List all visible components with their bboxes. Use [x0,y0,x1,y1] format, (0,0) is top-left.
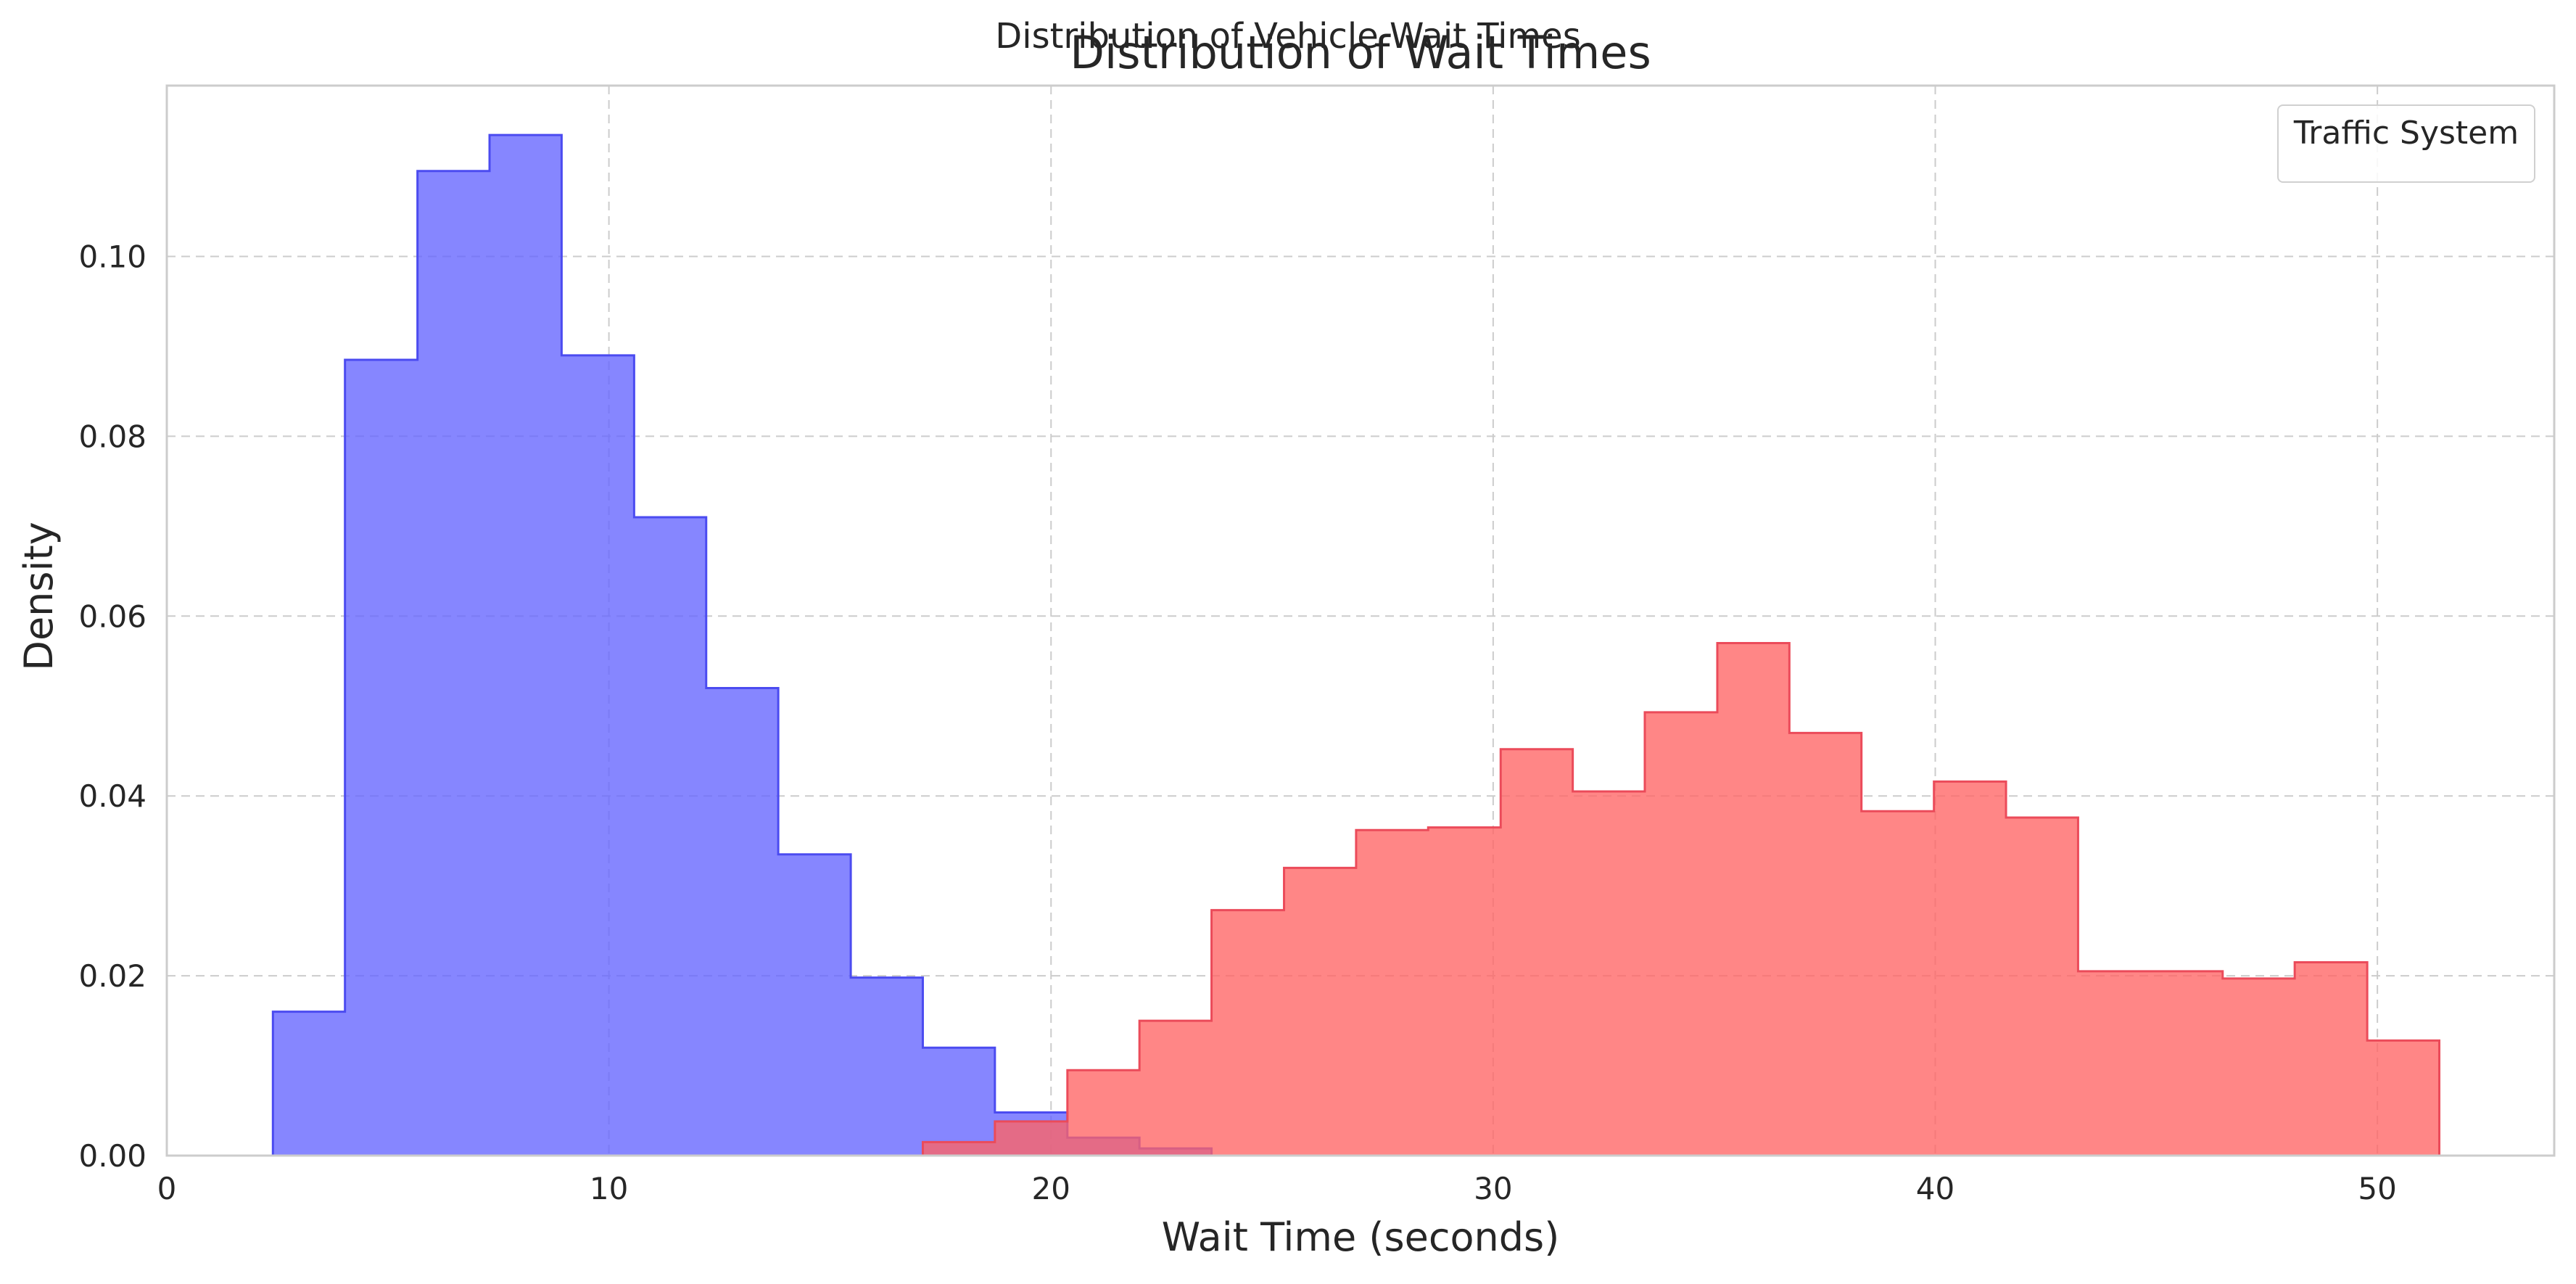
y-tick-label: 0.00 [78,1138,146,1174]
y-tick-label: 0.06 [78,598,146,634]
histogram-series-2 [921,641,2440,1157]
x-tick-label: 20 [1032,1171,1070,1206]
x-tick-label: 30 [1474,1171,1512,1206]
x-tick-label: 40 [1916,1171,1954,1206]
y-tick-label: 0.02 [78,958,146,994]
chart-title: Distribution of Wait Times [1070,26,1651,79]
plot-border [165,84,2556,1157]
figure-suptitle: Distribution of Vehicle Wait Times [995,16,1581,57]
x-tick-label: 10 [590,1171,628,1206]
legend-title: Traffic System [2293,115,2519,152]
x-tick-label: 0 [157,1171,177,1206]
plot-frame [165,84,2556,1157]
x-axis-label: Wait Time (seconds) [1162,1214,1560,1260]
y-tick-label: 0.08 [78,419,146,454]
x-tick-label: 50 [2358,1171,2396,1206]
y-tick-label: 0.04 [78,778,146,814]
tick-labels: 0 10 20 30 40 50 0.00 0.02 0.04 0.06 0.08 0.10 [78,239,2396,1206]
y-tick-label: 0.10 [78,239,146,275]
histogram-bars [271,133,2440,1157]
y-axis-label: Density [16,522,62,670]
legend-box: Traffic System [2277,104,2535,183]
